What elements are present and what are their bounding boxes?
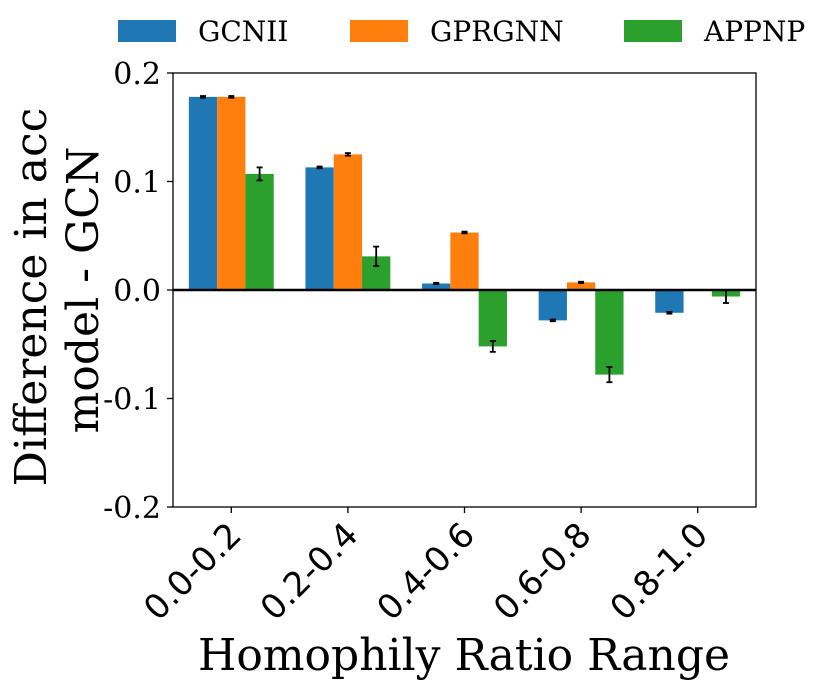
legend-label-gprgnn: GPRGNN [430, 15, 564, 48]
x-tick-label-0.6-0.8: 0.6-0.8 [486, 515, 599, 628]
legend-label-appnp: APPNP [703, 15, 805, 48]
error-bar-gcnii-0.0-0.2 [200, 95, 206, 99]
y-tick-label: 0.0 [113, 274, 161, 309]
plot-area [172, 72, 757, 508]
legend-swatch-appnp [624, 20, 682, 42]
error-bar-gcnii-0.4-0.6 [433, 281, 440, 286]
bar-gcnii-0.8-1.0 [655, 290, 684, 313]
x-tick-label-0.4-0.6: 0.4-0.6 [369, 515, 482, 628]
y-axis-label: Difference in acc model - GCN [6, 94, 109, 487]
y-axis-label-line-2: model - GCN [58, 147, 109, 434]
bar-gcnii-0.0-0.2 [188, 96, 218, 291]
error-bar-gprgnn-0.6-0.8 [578, 280, 585, 284]
legend-item-appnp: APPNP [624, 15, 805, 48]
bar-gprgnn-0.6-0.8 [566, 282, 596, 290]
error-bar-gcnii-0.2-0.4 [316, 165, 323, 170]
bar-gcnii-0.2-0.4 [305, 167, 334, 290]
bar-gcnii-0.6-0.8 [538, 290, 567, 321]
error-bar-appnp-0.6-0.8 [606, 366, 613, 384]
error-bar-appnp-0.2-0.4 [373, 245, 380, 268]
error-bar-gprgnn-0.2-0.4 [344, 152, 351, 157]
bar-gprgnn-0.0-0.2 [217, 96, 246, 291]
x-tick-label-0.0-0.2: 0.0-0.2 [136, 515, 249, 628]
x-axis-label: Homophily Ratio Range [198, 630, 730, 681]
x-tick-label-0.2-0.4: 0.2-0.4 [253, 515, 366, 628]
error-bar-appnp-0.0-0.2 [256, 166, 263, 182]
error-bar-gcnii-0.8-1.0 [666, 311, 673, 315]
y-axis: -0.2 -0.1 0.0 0.1 0.2 [103, 57, 173, 526]
bar-gprgnn-0.2-0.4 [333, 154, 363, 290]
error-bar-gprgnn-0.4-0.6 [461, 230, 468, 235]
y-tick-label: 0.2 [113, 57, 161, 92]
error-bar-gprgnn-0.0-0.2 [228, 95, 235, 99]
legend: GCNII GPRGNN APPNP [118, 15, 805, 48]
y-tick-label: 0.1 [113, 166, 161, 201]
legend-item-gcnii: GCNII [118, 15, 288, 48]
legend-swatch-gprgnn [350, 20, 408, 42]
y-axis-label-line-1: Difference in acc [6, 108, 57, 487]
legend-label-gcnii: GCNII [198, 15, 288, 48]
bar-appnp-0.0-0.2 [245, 173, 274, 290]
x-axis: 0.0-0.2 0.2-0.4 0.4-0.6 0.6-0.8 0.8-1.0 [136, 507, 716, 629]
x-tick-label-0.8-1.0: 0.8-1.0 [603, 515, 716, 628]
bar-appnp-0.6-0.8 [595, 290, 624, 375]
bar-appnp-0.4-0.6 [478, 290, 507, 347]
legend-item-gprgnn: GPRGNN [350, 15, 564, 48]
legend-swatch-gcnii [118, 20, 176, 42]
y-tick-label: -0.1 [103, 383, 161, 418]
bar-gprgnn-0.4-0.6 [450, 232, 479, 290]
y-tick-label: -0.2 [103, 491, 161, 526]
bar-gcnii-0.4-0.6 [422, 283, 451, 290]
error-bar-appnp-0.4-0.6 [489, 340, 496, 353]
error-bar-gcnii-0.6-0.8 [549, 318, 556, 323]
